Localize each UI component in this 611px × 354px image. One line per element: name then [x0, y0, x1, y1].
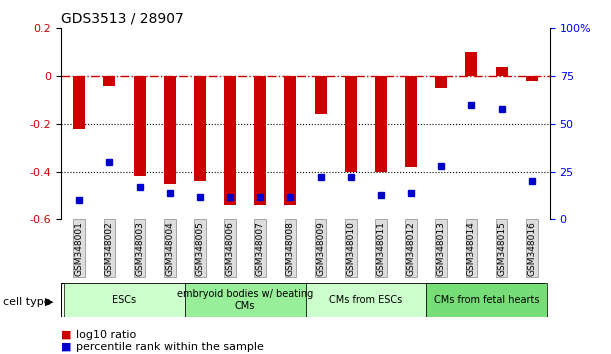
Text: GSM348009: GSM348009 — [316, 221, 325, 276]
Text: GSM348013: GSM348013 — [437, 221, 446, 276]
Text: GSM348003: GSM348003 — [135, 221, 144, 276]
Text: GSM348015: GSM348015 — [497, 221, 506, 276]
Text: percentile rank within the sample: percentile rank within the sample — [76, 342, 264, 352]
Text: GSM348004: GSM348004 — [165, 221, 174, 275]
Text: GSM348012: GSM348012 — [406, 221, 415, 275]
Bar — [466, 52, 477, 76]
Text: embryoid bodies w/ beating
CMs: embryoid bodies w/ beating CMs — [177, 289, 313, 311]
Text: GSM348011: GSM348011 — [376, 221, 386, 276]
FancyBboxPatch shape — [64, 283, 185, 317]
Text: GSM348010: GSM348010 — [346, 221, 355, 276]
Text: ■: ■ — [61, 330, 71, 339]
Bar — [134, 76, 145, 176]
Text: CMs from fetal hearts: CMs from fetal hearts — [434, 295, 540, 305]
Bar — [254, 76, 266, 205]
Text: GSM348014: GSM348014 — [467, 221, 476, 275]
Bar — [164, 76, 176, 184]
Bar — [73, 76, 86, 129]
FancyBboxPatch shape — [426, 283, 547, 317]
Bar — [194, 76, 206, 181]
Bar — [375, 76, 387, 172]
Text: GSM348008: GSM348008 — [286, 221, 295, 276]
Bar — [345, 76, 357, 172]
Text: GSM348016: GSM348016 — [527, 221, 536, 276]
Bar — [435, 76, 447, 88]
Text: CMs from ESCs: CMs from ESCs — [329, 295, 403, 305]
Text: GSM348005: GSM348005 — [196, 221, 205, 276]
Bar — [284, 76, 296, 205]
Bar — [496, 67, 508, 76]
Text: ESCs: ESCs — [112, 295, 136, 305]
Bar — [525, 76, 538, 81]
FancyBboxPatch shape — [185, 283, 306, 317]
Bar — [315, 76, 327, 114]
Text: GSM348007: GSM348007 — [256, 221, 265, 276]
Text: ■: ■ — [61, 342, 71, 352]
Text: GSM348006: GSM348006 — [225, 221, 235, 276]
FancyBboxPatch shape — [306, 283, 426, 317]
Text: cell type: cell type — [3, 297, 51, 307]
Text: GSM348001: GSM348001 — [75, 221, 84, 276]
Text: log10 ratio: log10 ratio — [76, 330, 137, 339]
Text: GDS3513 / 28907: GDS3513 / 28907 — [61, 12, 184, 26]
Text: GSM348002: GSM348002 — [105, 221, 114, 275]
Bar — [405, 76, 417, 167]
Text: ▶: ▶ — [45, 297, 53, 307]
Bar — [224, 76, 236, 205]
Bar — [103, 76, 115, 86]
